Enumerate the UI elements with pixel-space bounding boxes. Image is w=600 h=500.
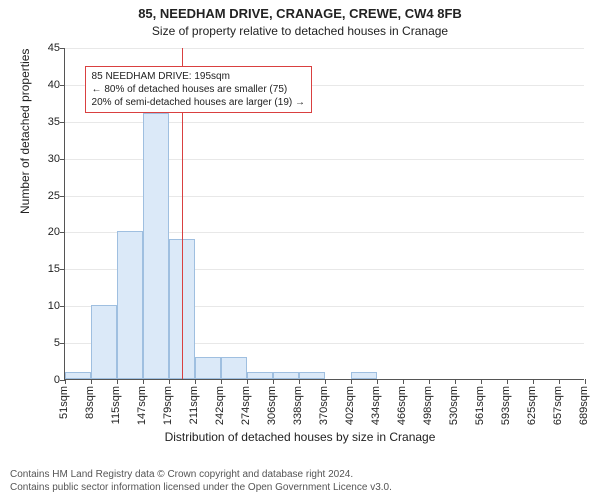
x-tick (299, 379, 300, 384)
x-tick-label: 498sqm (422, 386, 434, 425)
chart-subtitle: Size of property relative to detached ho… (0, 24, 600, 38)
histogram-bar (273, 372, 299, 379)
x-tick-label: 306sqm (266, 386, 278, 425)
y-tick-label: 25 (30, 190, 60, 202)
gridline (65, 48, 584, 49)
chart-title-address: 85, NEEDHAM DRIVE, CRANAGE, CREWE, CW4 8… (0, 6, 600, 21)
y-tick (60, 159, 65, 160)
x-tick-label: 689sqm (578, 386, 590, 425)
x-tick (65, 379, 66, 384)
x-tick-label: 211sqm (188, 386, 200, 424)
y-tick-label: 15 (30, 263, 60, 275)
y-tick (60, 48, 65, 49)
annotation-line: 20% of semi-detached houses are larger (… (92, 96, 305, 109)
y-tick-label: 20 (30, 226, 60, 238)
x-tick-label: 466sqm (396, 386, 408, 425)
histogram-bar (351, 372, 377, 379)
histogram-bar (299, 372, 325, 379)
x-tick (559, 379, 560, 384)
y-tick-label: 40 (30, 79, 60, 91)
y-tick-label: 5 (30, 337, 60, 349)
x-tick (585, 379, 586, 384)
x-tick-label: 434sqm (370, 386, 382, 425)
x-tick-label: 115sqm (110, 386, 122, 424)
x-tick-label: 530sqm (448, 386, 460, 425)
y-tick-label: 30 (30, 153, 60, 165)
x-axis-label: Distribution of detached houses by size … (0, 430, 600, 444)
x-tick-label: 657sqm (552, 386, 564, 425)
histogram-bar (195, 357, 220, 379)
annotation-line: ← 80% of detached houses are smaller (75… (92, 83, 305, 96)
y-tick-label: 45 (30, 42, 60, 54)
histogram-bar (117, 231, 143, 379)
y-tick-label: 35 (30, 116, 60, 128)
y-tick (60, 343, 65, 344)
x-tick (533, 379, 534, 384)
annotation-line: 85 NEEDHAM DRIVE: 195sqm (92, 70, 305, 83)
x-tick-label: 370sqm (318, 386, 330, 425)
x-tick-label: 625sqm (526, 386, 538, 425)
x-tick (481, 379, 482, 384)
x-tick-label: 402sqm (344, 386, 356, 425)
x-tick (403, 379, 404, 384)
x-tick-label: 338sqm (292, 386, 304, 425)
x-tick (91, 379, 92, 384)
x-tick (273, 379, 274, 384)
y-tick (60, 232, 65, 233)
histogram-bar (65, 372, 91, 379)
footer-line-1: Contains HM Land Registry data © Crown c… (10, 468, 392, 481)
y-tick-label: 10 (30, 300, 60, 312)
y-tick (60, 269, 65, 270)
x-tick (169, 379, 170, 384)
x-tick (195, 379, 196, 384)
footer-attribution: Contains HM Land Registry data © Crown c… (10, 468, 392, 494)
x-tick (143, 379, 144, 384)
x-tick (455, 379, 456, 384)
x-tick (117, 379, 118, 384)
x-tick (247, 379, 248, 384)
x-tick (429, 379, 430, 384)
x-tick-label: 83sqm (84, 386, 96, 419)
x-tick-label: 147sqm (136, 386, 148, 425)
y-tick (60, 306, 65, 307)
x-tick-label: 242sqm (214, 386, 226, 425)
reference-annotation: 85 NEEDHAM DRIVE: 195sqm← 80% of detache… (85, 66, 312, 113)
y-tick (60, 85, 65, 86)
histogram-plot-area: 85 NEEDHAM DRIVE: 195sqm← 80% of detache… (64, 48, 584, 380)
y-tick (60, 122, 65, 123)
y-tick-label: 0 (30, 374, 60, 386)
x-tick-label: 274sqm (240, 386, 252, 425)
x-tick-label: 593sqm (500, 386, 512, 425)
x-tick (351, 379, 352, 384)
x-tick (377, 379, 378, 384)
x-tick (221, 379, 222, 384)
histogram-bar (91, 305, 117, 379)
x-tick (507, 379, 508, 384)
histogram-bar (143, 113, 169, 379)
y-tick (60, 196, 65, 197)
histogram-bar (221, 357, 247, 379)
x-tick (325, 379, 326, 384)
x-tick-label: 51sqm (58, 386, 70, 419)
histogram-bar (247, 372, 273, 379)
x-tick-label: 561sqm (474, 386, 486, 425)
x-tick-label: 179sqm (162, 386, 174, 425)
footer-line-2: Contains public sector information licen… (10, 481, 392, 494)
